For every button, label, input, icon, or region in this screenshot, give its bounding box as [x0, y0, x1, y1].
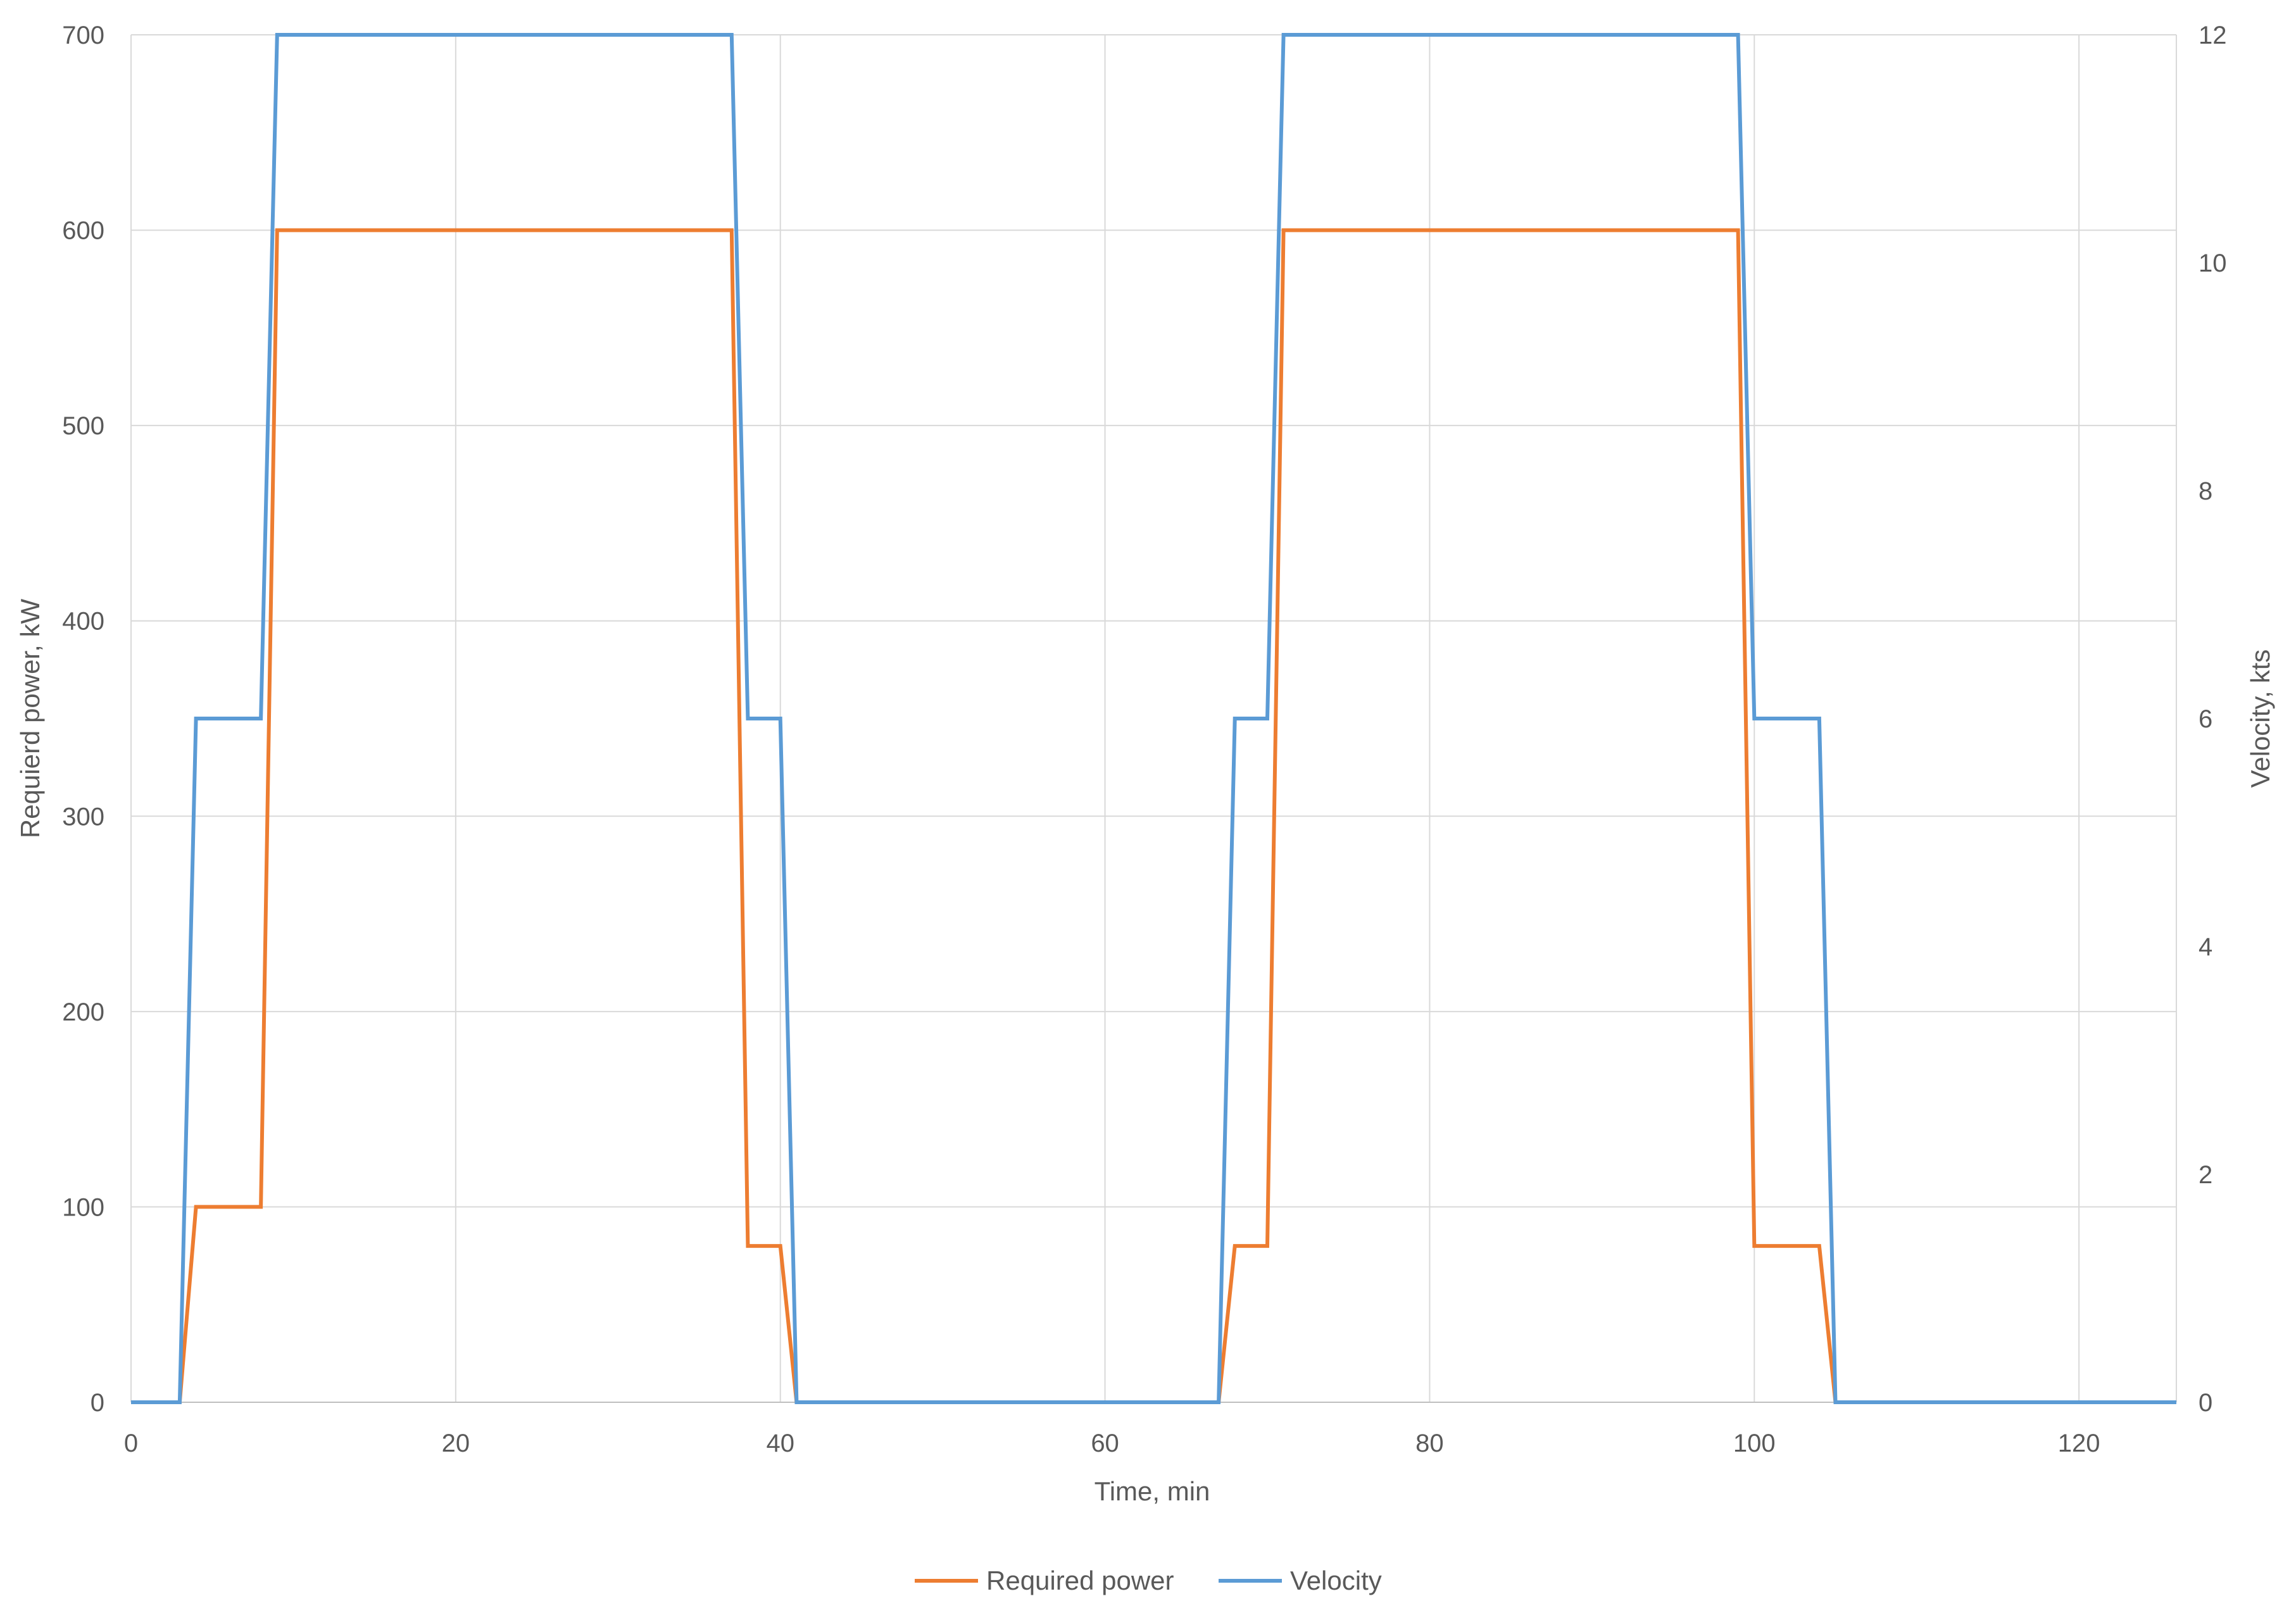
- right-axis-tick-label: 2: [2199, 1161, 2212, 1189]
- left-axis-tick-label: 400: [62, 608, 104, 636]
- series-layer: [131, 33, 2176, 1404]
- right-axis-title: Velocity, kts: [2245, 650, 2275, 788]
- legend: Required power Velocity: [915, 1566, 1382, 1595]
- left-axis-tick-label: 500: [62, 412, 104, 440]
- series-line-velocity: [131, 33, 2176, 1404]
- left-axis-tick-label: 600: [62, 217, 104, 245]
- x-axis-tick-label: 100: [1733, 1429, 1776, 1457]
- right-axis-tick-labels: 0 2 4 6 8 10 12: [2199, 22, 2227, 1417]
- x-axis-tick-labels: 0 20 40 60 80 100 120: [124, 1429, 2100, 1457]
- right-axis-tick-label: 4: [2199, 933, 2212, 961]
- x-axis-title: Time, min: [1095, 1476, 1210, 1506]
- right-axis-tick-label: 6: [2199, 705, 2212, 733]
- right-axis-tick-label: 0: [2199, 1389, 2212, 1417]
- x-axis-tick-label: 80: [1415, 1429, 1444, 1457]
- legend-label-required-power: Required power: [986, 1566, 1174, 1595]
- left-axis-tick-label: 0: [91, 1389, 104, 1417]
- legend-label-velocity: Velocity: [1290, 1566, 1382, 1595]
- x-axis-tick-label: 0: [124, 1429, 138, 1457]
- left-axis-tick-label: 200: [62, 998, 104, 1026]
- x-axis-tick-label: 20: [442, 1429, 470, 1457]
- x-axis-tick-label: 40: [766, 1429, 794, 1457]
- right-axis-tick-label: 12: [2199, 22, 2227, 49]
- left-axis-tick-labels: 0 100 200 300 400 500 600 700: [62, 22, 104, 1417]
- left-axis-title: Requierd power, kW: [15, 599, 45, 839]
- x-axis-tick-label: 120: [2058, 1429, 2100, 1457]
- x-axis-tick-label: 60: [1091, 1429, 1119, 1457]
- right-axis-tick-label: 10: [2199, 249, 2227, 277]
- right-axis-tick-label: 8: [2199, 477, 2212, 505]
- left-axis-tick-label: 100: [62, 1193, 104, 1221]
- left-axis-tick-label: 300: [62, 803, 104, 831]
- left-axis-tick-label: 700: [62, 22, 104, 49]
